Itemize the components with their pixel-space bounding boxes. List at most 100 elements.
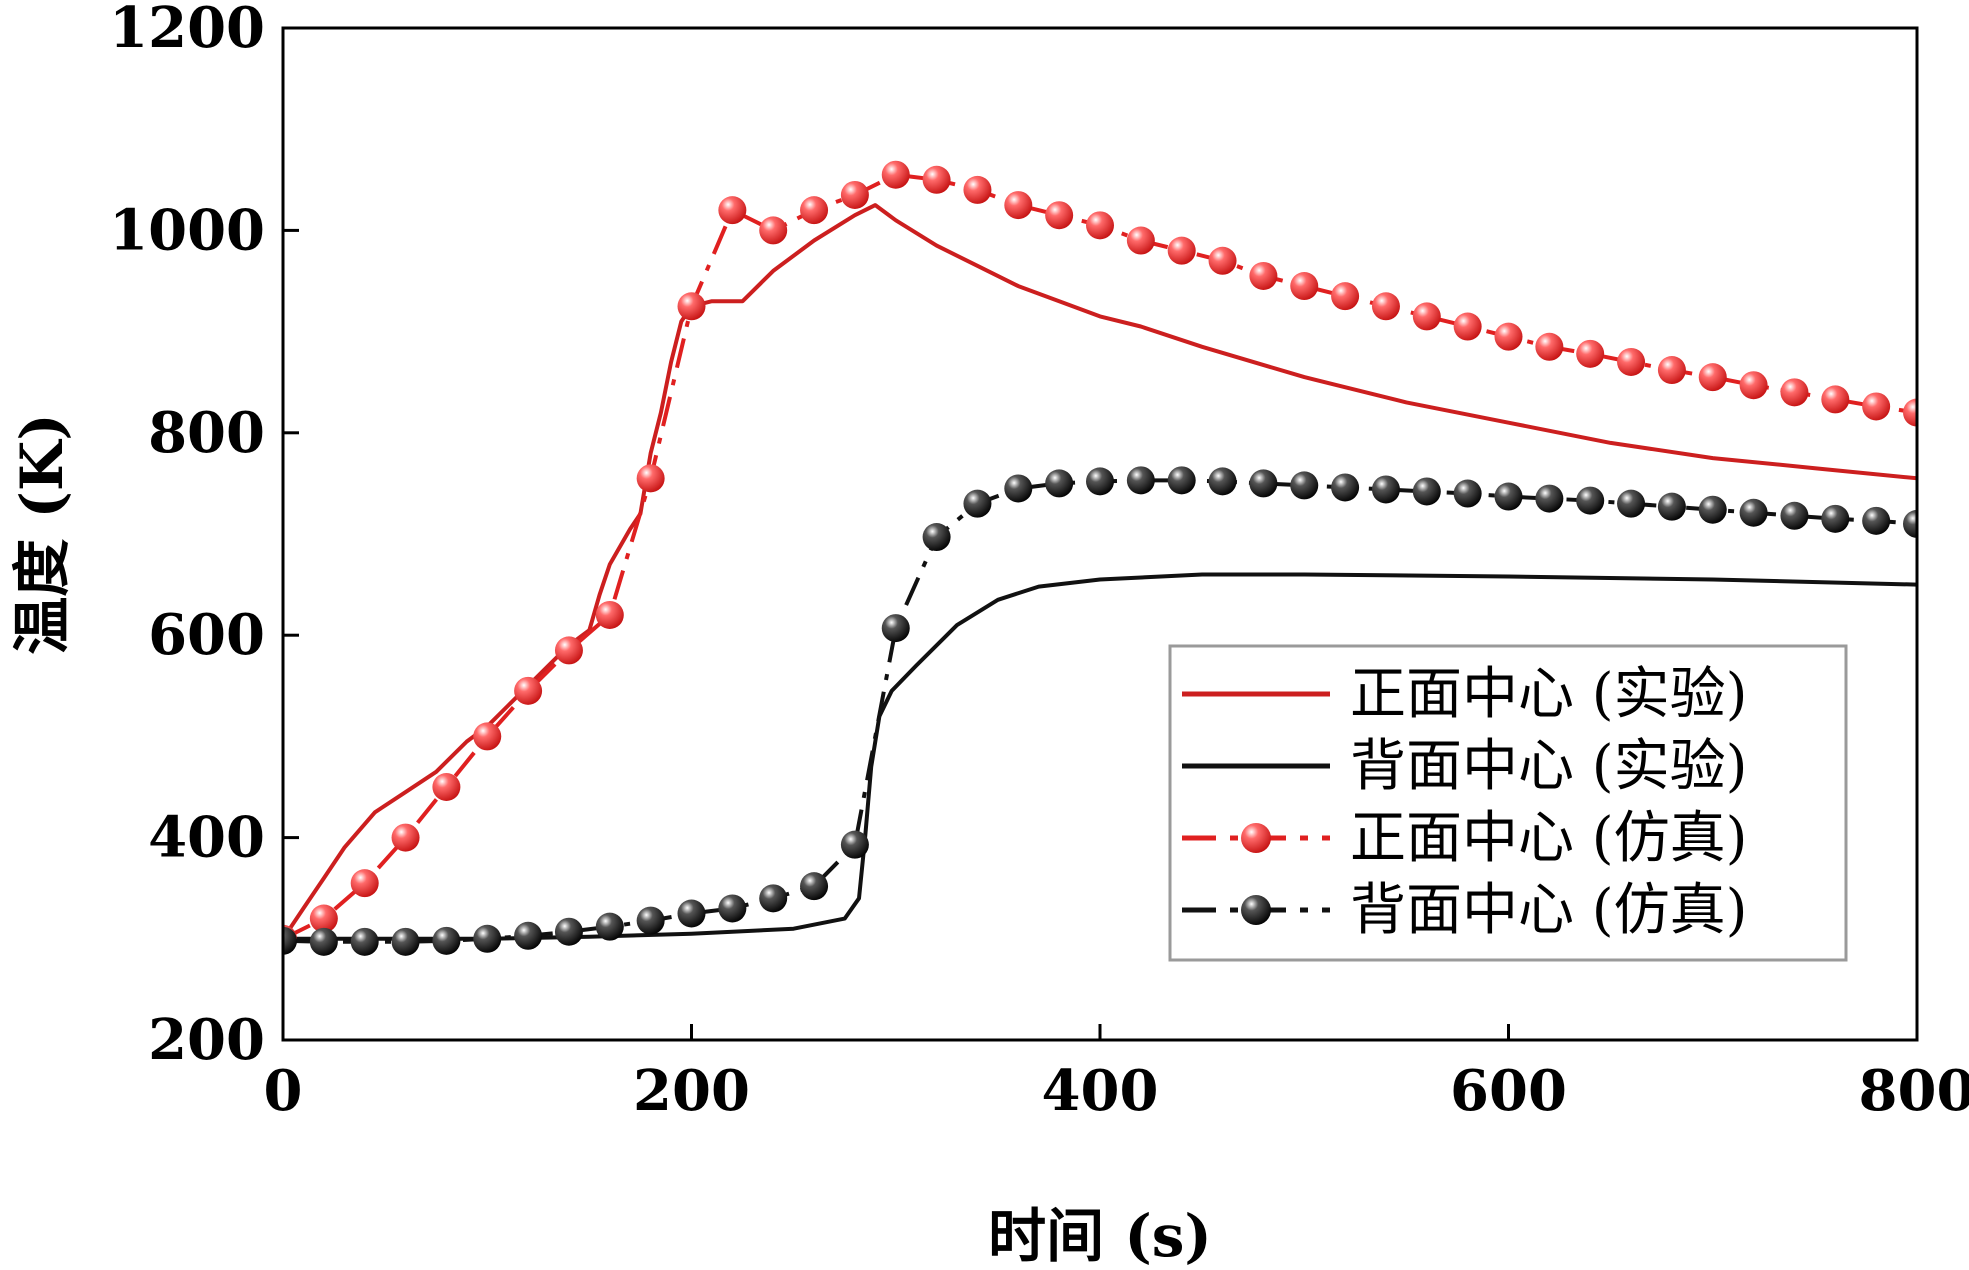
data-point [350,927,379,956]
y-tick-label: 400 [148,805,265,871]
data-point [1290,471,1319,500]
data-point [881,614,910,643]
y-tick-label: 200 [148,1007,265,1073]
data-point [800,872,829,901]
data-point [1208,246,1237,275]
data-point [391,927,420,956]
data-point [1412,302,1441,331]
data-point [840,830,869,859]
data-point [759,884,788,913]
data-point [1862,392,1891,421]
legend-label: 背面中心 (实验) [1350,734,1748,799]
data-point [391,823,420,852]
legend-swatch-marker [1241,895,1271,925]
data-point [432,773,461,801]
x-axis-title: 时间 (s) [988,1202,1212,1270]
data-point [1535,484,1564,513]
data-point [636,464,665,493]
legend-entry: 正面中心 (仿真) [1182,806,1748,871]
data-point [1249,469,1278,498]
data-point [595,600,624,629]
data-point [1249,261,1278,290]
data-point [1371,292,1400,321]
data-point [309,904,338,933]
data-point [1045,469,1074,498]
data-point [1167,236,1196,265]
data-point [1004,191,1033,220]
x-tick-label: 800 [1859,1058,1969,1124]
data-point [514,676,543,705]
data-point [759,216,788,245]
data-point [1290,272,1319,301]
legend-entry: 正面中心 (实验) [1182,662,1748,727]
series-layer [283,160,1917,956]
legend-label: 正面中心 (仿真) [1350,806,1748,871]
data-point [636,906,665,935]
data-point [922,165,951,194]
data-point [1657,356,1686,385]
data-point [1739,371,1768,400]
data-point [1086,467,1114,496]
legend-label: 背面中心 (仿真) [1350,878,1748,943]
data-point [1167,466,1196,495]
data-point [309,927,338,956]
x-tick-label: 400 [1042,1058,1159,1124]
data-point [718,196,747,225]
x-tick-label: 0 [264,1058,303,1124]
data-point [881,160,910,189]
data-point [473,924,502,953]
data-point [1657,492,1686,521]
data-point [283,926,297,955]
data-point [1045,201,1074,230]
series-3 [283,160,1917,953]
series-line [283,572,1917,941]
data-point [1371,475,1400,504]
legend: 正面中心 (实验) 背面中心 (实验) 正面中心 (仿真) 背面中心 (仿真) [1168,644,1848,962]
data-point [1698,363,1727,392]
data-point [1535,332,1564,361]
data-point [473,722,502,751]
data-point [718,894,747,923]
x-tick-label: 200 [633,1058,750,1124]
legend-entry: 背面中心 (实验) [1182,734,1748,799]
data-point [1453,479,1482,508]
data-point [1576,486,1605,515]
data-point [1494,322,1523,351]
data-point [1617,347,1646,376]
y-axis-title: 温度 (K) [8,413,76,655]
data-point [595,912,624,941]
data-point [1821,504,1850,533]
data-point [1208,467,1237,496]
legend-label: 正面中心 (实验) [1350,662,1748,727]
data-point [1780,501,1809,530]
x-tick-label: 600 [1450,1058,1567,1124]
data-point [1453,312,1482,341]
data-point [1126,466,1155,495]
data-point [1331,473,1360,502]
data-point [963,489,992,518]
data-point [1780,378,1809,407]
legend-swatch-marker [1241,823,1271,853]
data-point [1494,482,1523,511]
data-point [1412,477,1441,506]
data-point [1331,282,1360,311]
data-point [677,899,706,928]
data-point [1903,509,1917,538]
data-point [554,636,583,665]
data-point [514,921,543,950]
y-tick-label: 1200 [109,0,265,61]
data-point [1126,226,1155,255]
y-tick-label: 1000 [109,197,265,263]
data-point [922,523,951,552]
y-axis-ticks: 200 400 600 800 1000 1200 [109,0,299,1073]
data-point [554,917,583,946]
data-point [1086,211,1114,240]
y-tick-label: 800 [148,400,265,466]
x-axis-ticks: 0 200 400 600 800 [264,1024,1969,1124]
data-point [432,926,461,955]
data-point [1698,495,1727,524]
data-point [1821,385,1850,414]
data-point [1739,498,1768,527]
series-4 [283,466,1917,956]
